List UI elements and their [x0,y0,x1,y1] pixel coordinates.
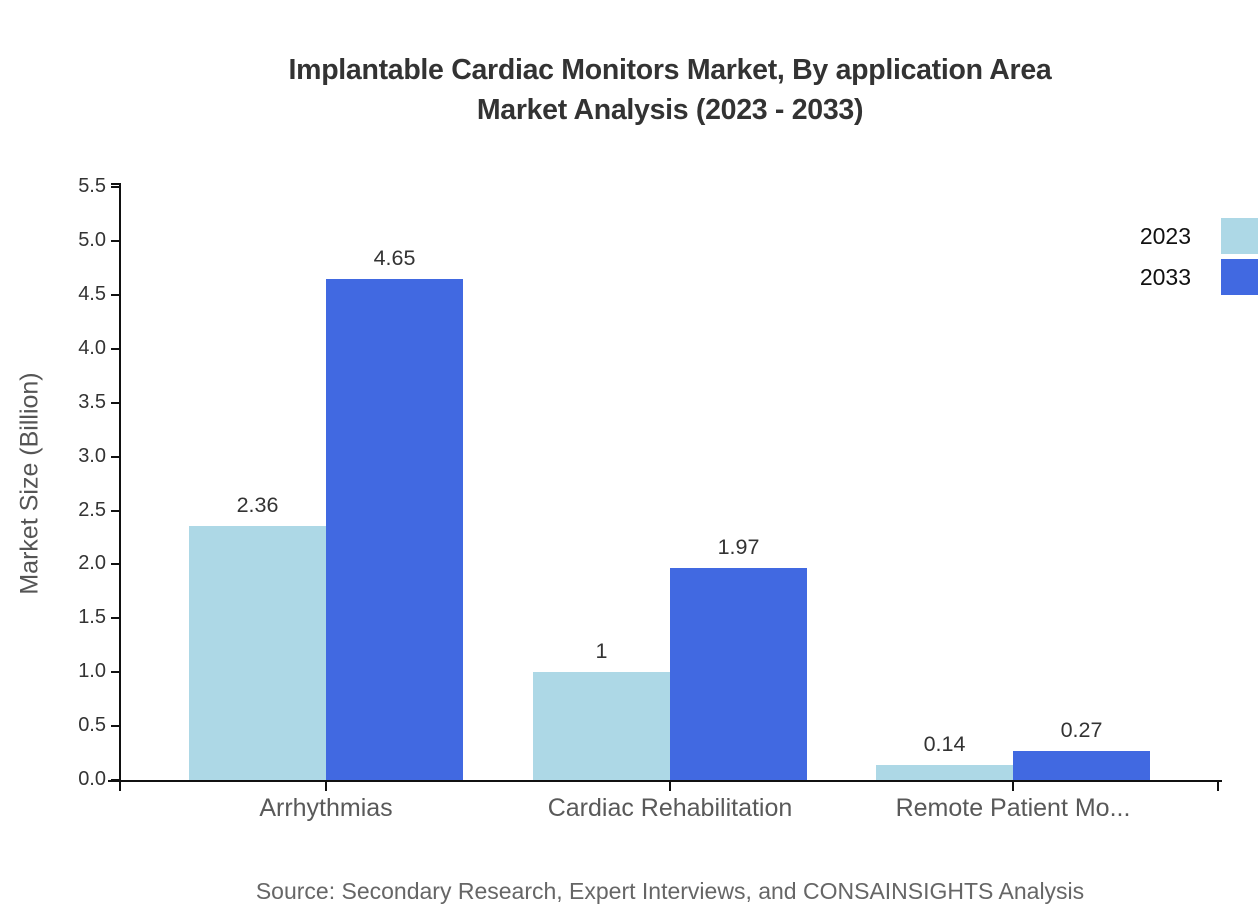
y-tick [111,779,120,781]
source-note: Source: Secondary Research, Expert Inter… [255,878,1085,904]
y-tick [111,617,120,620]
y-tick [111,725,120,728]
value-label: 4.65 [373,245,416,270]
y-tick-label: 2.0 [78,552,106,575]
legend-swatch-2023 [1221,218,1258,254]
y-axis-end-cap [111,183,120,185]
category-label-2: Remote Patient Mo... [895,794,1131,822]
value-label: 2.36 [236,492,279,517]
category-label-1: Cardiac Rehabilitation [547,794,793,822]
y-tick-label: 5.5 [78,175,106,198]
y-tick [111,455,120,458]
x-tick [1217,780,1219,791]
y-tick-label: 3.0 [78,444,106,467]
y-tick [111,401,120,404]
bar-2033-0 [326,278,463,780]
legend-label-2033: 2033 [1139,263,1191,290]
legend-swatch-2033 [1221,259,1258,295]
y-tick [111,293,120,296]
y-tick [111,563,120,566]
y-tick-label: 5.0 [78,229,106,251]
y-tick [111,347,120,350]
value-label: 0.27 [1060,717,1103,742]
y-tick-label: 3.5 [78,390,106,413]
value-label: 1 [595,639,608,664]
value-label: 1.97 [717,534,760,559]
y-tick [111,186,120,189]
y-tick-label: 4.0 [78,336,106,359]
bar-2023-2 [876,764,1013,780]
chart-title: Implantable Cardiac Monitors Market, By … [120,50,1220,130]
value-label: 0.14 [923,731,966,756]
bar-2033-2 [1013,750,1150,780]
legend-item-2023: 2023 [1140,218,1258,254]
y-tick-label: 4.5 [78,282,106,305]
x-tick [1012,780,1014,791]
bar-2023-1 [533,672,670,780]
x-tick [325,780,327,791]
y-axis-line [119,183,121,782]
chart-title-line-1: Implantable Cardiac Monitors Market, By … [288,54,1052,86]
y-tick-label: 0.0 [78,768,106,790]
y-tick [111,671,120,674]
legend-label-2023: 2023 [1139,222,1191,249]
x-tick [119,780,121,791]
x-tick [669,780,671,791]
y-tick-label: 1.5 [78,606,106,629]
legend: 2023 2033 [1140,218,1258,295]
category-label-0: Arrhythmias [259,794,393,822]
y-tick [111,240,120,242]
y-tick [111,509,120,512]
bar-2033-1 [670,567,807,780]
legend-item-2033: 2033 [1140,259,1258,295]
chart-title-line-2: Market Analysis (2023 - 2033) [476,94,864,126]
bar-2023-0 [189,525,326,780]
y-tick-label: 0.5 [78,714,106,737]
x-axis-line [108,780,1222,782]
y-tick-label: 2.5 [78,498,106,521]
y-tick-label: 1.0 [78,660,106,683]
